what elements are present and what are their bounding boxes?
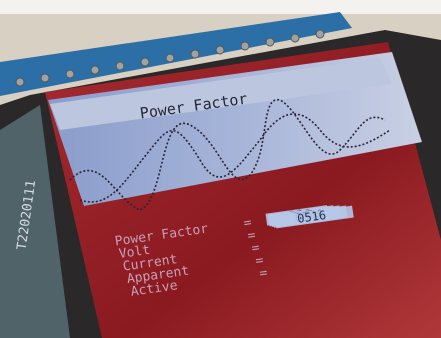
waveform-b (79, 113, 391, 203)
row-separator: = (247, 228, 257, 244)
row-separator: = (251, 241, 261, 257)
pcb (0, 12, 352, 96)
pin-header (15, 29, 325, 87)
row-label: Volt (118, 243, 151, 262)
row-label: Active (130, 278, 179, 299)
row-value: 0516 (296, 208, 327, 226)
title-bar (50, 58, 392, 130)
waveform-a (69, 99, 386, 211)
row-separator: = (259, 266, 269, 282)
pcb-side (0, 105, 70, 338)
waveforms (69, 99, 391, 211)
top-edge (0, 0, 441, 14)
value-box (274, 205, 354, 229)
row-separator: = (243, 215, 253, 231)
row-separator: = (255, 253, 265, 269)
